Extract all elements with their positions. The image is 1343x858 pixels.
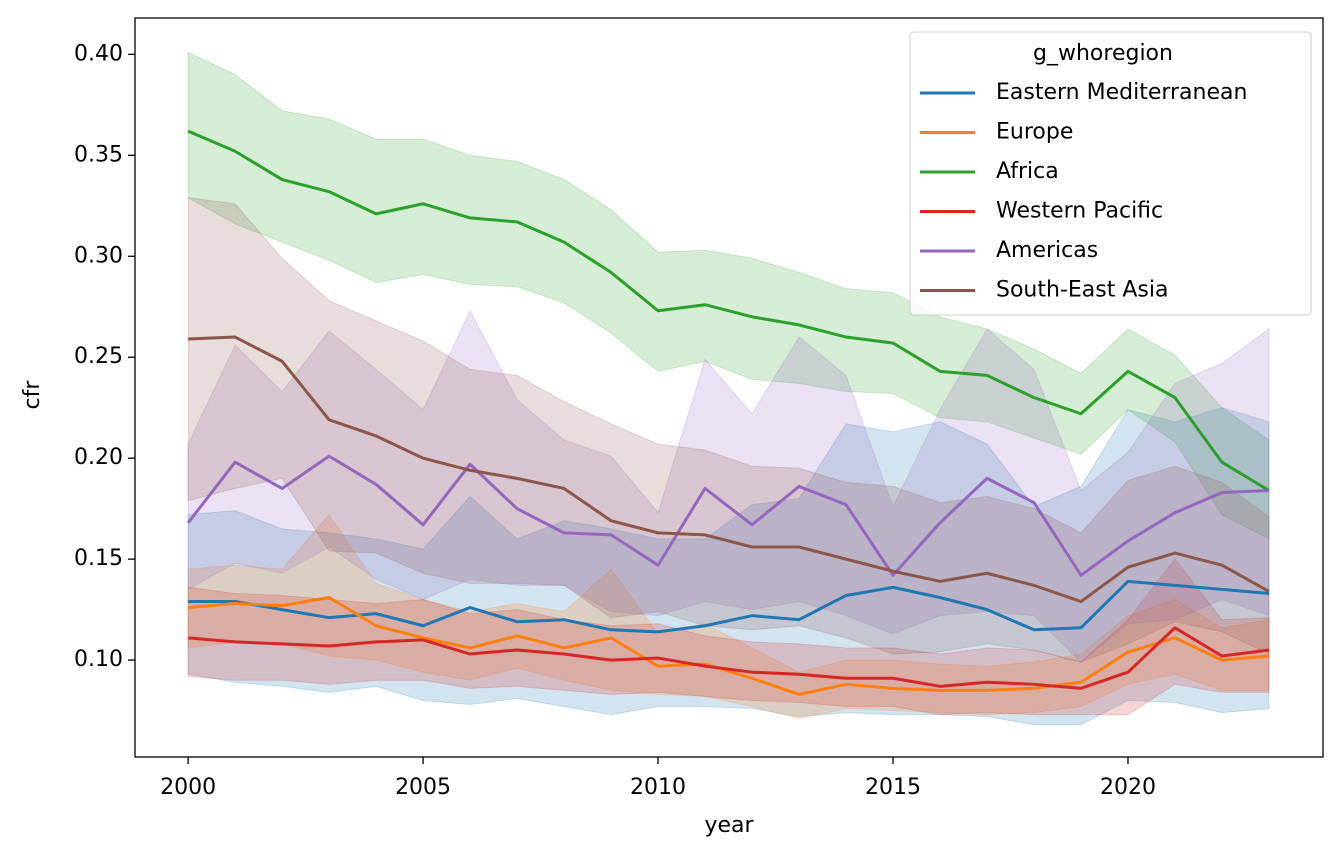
y-tick-label: 0.30: [74, 243, 123, 268]
series-line: [188, 579, 1270, 634]
x-tick-label: 2015: [865, 775, 921, 800]
x-tick-label: 2020: [1100, 775, 1156, 800]
x-axis-label: year: [704, 813, 754, 838]
legend-label: Eastern Mediterranean: [996, 80, 1247, 105]
legend-label: Western Pacific: [996, 199, 1163, 224]
x-tick-label: 2005: [395, 775, 451, 800]
x-tick-label: 2000: [160, 775, 216, 800]
confidence-band: [187, 51, 1270, 540]
y-tick-label: 0.25: [74, 344, 123, 369]
confidence-band: [187, 197, 1270, 663]
y-tick-label: 0.35: [74, 142, 123, 167]
legend-label: Europe: [996, 120, 1073, 145]
legend: g_whoregion Eastern Mediterranean Europe A…: [909, 31, 1312, 316]
series-line: [187, 129, 1270, 492]
axes-frame: [134, 17, 1324, 758]
y-tick-label: 0.10: [74, 647, 123, 672]
y-tick-label: 0.40: [74, 41, 123, 66]
series-line: [187, 626, 1270, 690]
y-tick-label: 0.20: [74, 445, 123, 470]
legend-label: Americas: [996, 238, 1098, 263]
legend-label: Africa: [996, 159, 1059, 184]
y-axis-label: cfr: [20, 380, 45, 410]
legend-box: [909, 31, 1312, 316]
series-line: [188, 335, 1270, 604]
x-tick-label: 2010: [630, 775, 686, 800]
legend-title: g_whoregion: [1033, 41, 1173, 66]
plot-area: [186, 51, 1270, 726]
legend-label: South-East Asia: [996, 278, 1168, 303]
series-line: [187, 595, 1270, 696]
confidence-band: [187, 309, 1270, 663]
y-tick-label: 0.15: [74, 546, 123, 571]
confidence-band: [187, 513, 1270, 720]
series-line: [186, 454, 1270, 577]
